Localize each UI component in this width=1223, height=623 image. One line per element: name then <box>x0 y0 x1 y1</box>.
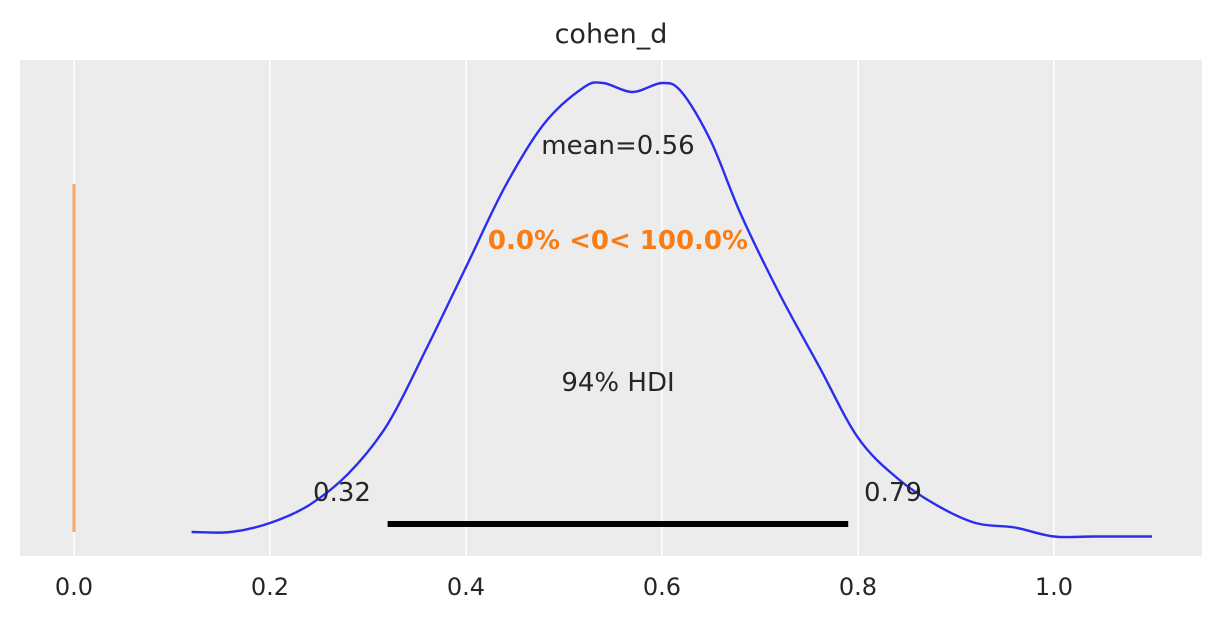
hdi-label: 94% HDI <box>561 368 674 398</box>
mean-label: mean=0.56 <box>541 131 694 161</box>
hdi-low-label: 0.32 <box>313 478 371 508</box>
x-tick-label: 1.0 <box>1035 573 1073 601</box>
x-tick-labels: 0.0 0.2 0.4 0.6 0.8 1.0 <box>55 573 1073 601</box>
density-curve <box>191 81 1152 539</box>
grid-lines <box>73 60 1055 556</box>
x-tick-label: 0.2 <box>251 573 289 601</box>
x-tick-label: 0.0 <box>55 573 93 601</box>
x-tick-label: 0.4 <box>447 573 485 601</box>
chart-title: cohen_d <box>555 19 668 50</box>
x-tick-label: 0.6 <box>643 573 681 601</box>
x-tick-label: 0.8 <box>839 573 877 601</box>
plot-area-background <box>20 60 1202 556</box>
reference-probability-label: 0.0% <0< 100.0% <box>488 226 748 256</box>
hdi-high-label: 0.79 <box>864 478 922 508</box>
